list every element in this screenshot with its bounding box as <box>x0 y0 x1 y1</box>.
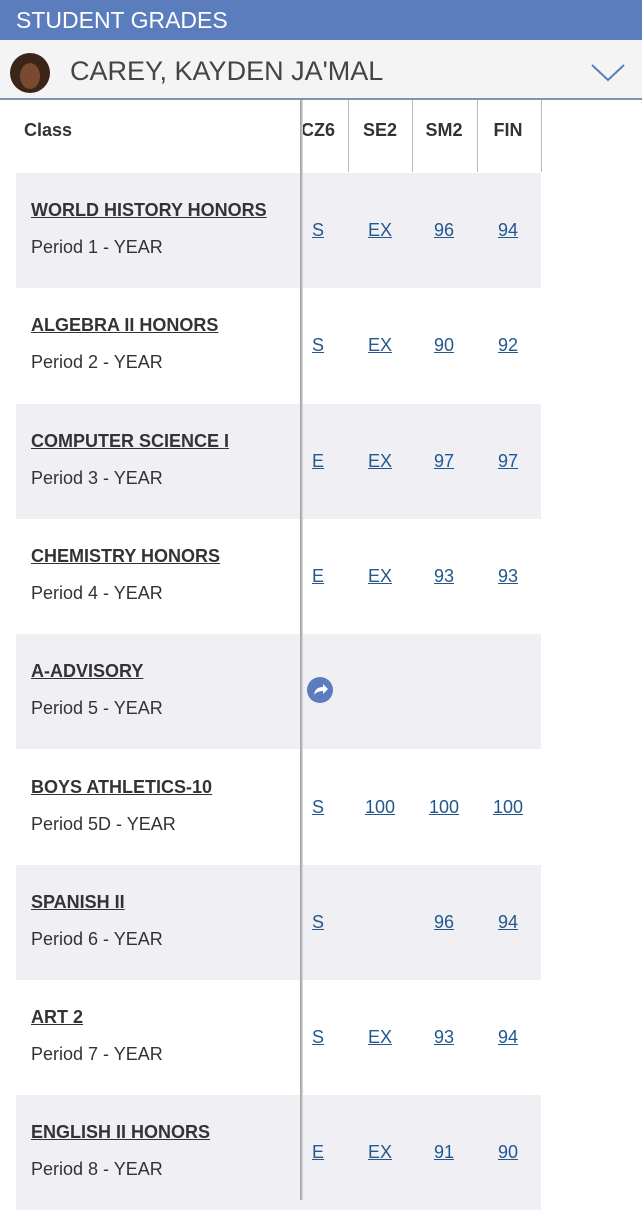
student-name: CAREY, KAYDEN JA'MAL <box>70 56 384 86</box>
grade-link[interactable]: 97 <box>433 450 455 471</box>
column-header: SE2 <box>362 120 398 140</box>
grade-link[interactable]: EX <box>367 1027 393 1048</box>
grade-link[interactable]: S <box>311 220 325 240</box>
grade-link[interactable]: 93 <box>433 1027 455 1048</box>
grade-link[interactable]: 94 <box>497 911 519 932</box>
grade-link[interactable]: 100 <box>364 796 396 817</box>
grade-link[interactable]: 96 <box>433 220 455 240</box>
class-period: Period 3 - YEAR <box>31 467 163 488</box>
column-border <box>477 100 478 172</box>
class-name[interactable]: BOYS ATHLETICS-10 <box>31 776 213 797</box>
class-name[interactable]: WORLD HISTORY HONORS <box>31 200 267 220</box>
grade-link[interactable]: 91 <box>433 1142 455 1163</box>
grade-link[interactable]: 100 <box>428 796 460 817</box>
grade-link[interactable]: S <box>311 1027 325 1048</box>
column-header: SM2 <box>425 120 463 140</box>
grade-link[interactable]: 90 <box>433 335 455 356</box>
class-period: Period 5D - YEAR <box>31 813 176 834</box>
column-divider <box>300 100 303 1200</box>
class-row: COMPUTER SCIENCE I Period 3 - YEAR E EX 97 97 <box>16 403 541 519</box>
link-icon[interactable] <box>306 676 334 704</box>
grade-link[interactable]: E <box>311 1142 325 1163</box>
class-name[interactable]: A-ADVISORY <box>31 661 144 682</box>
grade-link[interactable]: 93 <box>433 565 455 586</box>
grade-link[interactable]: 100 <box>492 796 524 817</box>
column-border <box>412 100 413 172</box>
class-period: Period 8 - YEAR <box>31 1159 163 1180</box>
grade-link[interactable]: EX <box>367 335 393 356</box>
header-bar: STUDENT GRADES <box>0 0 642 40</box>
class-row: BOYS ATHLETICS-10 Period 5D - YEAR S 100 100… <box>16 749 541 865</box>
grade-link[interactable]: 96 <box>433 911 455 932</box>
grade-link[interactable]: EX <box>367 565 393 586</box>
class-row: ENGLISH II HONORS Period 8 - YEAR E EX 91 90 <box>16 1095 541 1210</box>
class-row: A-ADVISORY Period 5 - YEAR <box>16 634 541 750</box>
grade-link[interactable]: S <box>311 335 325 356</box>
class-period: Period 4 - YEAR <box>31 582 163 603</box>
column-header: CZ6 <box>300 120 336 140</box>
grade-link[interactable]: 90 <box>497 1142 519 1163</box>
grade-link[interactable]: E <box>311 450 325 471</box>
grade-link[interactable]: EX <box>367 1142 393 1163</box>
class-name[interactable]: CHEMISTRY HONORS <box>31 545 221 566</box>
class-period: Period 1 - YEAR <box>31 237 163 257</box>
column-border <box>541 100 542 172</box>
column-border <box>348 100 349 172</box>
class-row: ALGEBRA II HONORS Period 2 - YEAR S EX 90 92 <box>16 288 541 404</box>
chevron-down[interactable] <box>590 62 626 84</box>
class-row: WORLD HISTORY HONORS Period 1 - YEAR S EX 96… <box>16 173 541 288</box>
column-header: Class <box>24 120 73 140</box>
class-period: Period 2 - YEAR <box>31 352 163 373</box>
avatar <box>10 53 50 93</box>
class-name[interactable]: ALGEBRA II HONORS <box>31 315 219 336</box>
class-name[interactable]: ART 2 <box>31 1007 84 1028</box>
grade-link[interactable]: 93 <box>497 565 519 586</box>
class-name[interactable]: COMPUTER SCIENCE I <box>31 430 230 451</box>
grade-link[interactable]: 97 <box>497 450 519 471</box>
student-selector[interactable]: CAREY, KAYDEN JA'MAL <box>0 40 642 100</box>
grade-link[interactable]: EX <box>367 220 393 240</box>
grade-link[interactable]: 94 <box>497 1027 519 1048</box>
class-row: ART 2 Period 7 - YEAR S EX 93 94 <box>16 980 541 1096</box>
grade-link[interactable]: EX <box>367 450 393 471</box>
grade-link[interactable]: 92 <box>497 335 519 356</box>
header-title: STUDENT GRADES <box>16 7 228 33</box>
class-row: SPANISH II Period 6 - YEAR S 96 94 <box>16 864 541 980</box>
column-header: FIN <box>493 120 523 140</box>
grade-link[interactable]: 94 <box>497 220 519 240</box>
grade-link[interactable]: S <box>311 911 325 932</box>
class-period: Period 7 - YEAR <box>31 1044 163 1065</box>
class-name[interactable]: ENGLISH II HONORS <box>31 1122 211 1143</box>
class-name[interactable]: SPANISH II <box>31 891 125 912</box>
grade-link[interactable]: E <box>311 565 325 586</box>
grade-link[interactable]: S <box>311 796 325 817</box>
class-period: Period 5 - YEAR <box>31 698 163 719</box>
class-row: CHEMISTRY HONORS Period 4 - YEAR E EX 93 93 <box>16 518 541 634</box>
class-period: Period 6 - YEAR <box>31 928 163 949</box>
